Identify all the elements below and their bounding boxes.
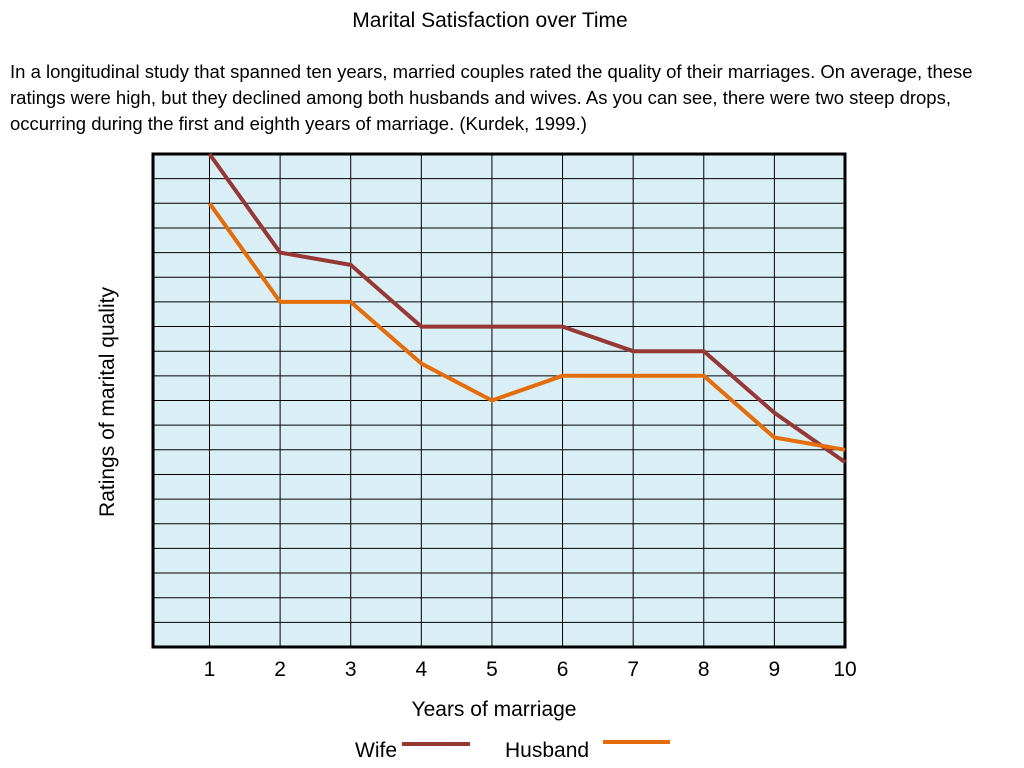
plot-frame <box>151 152 847 649</box>
slide-title: Marital Satisfaction over Time <box>352 9 628 32</box>
x-tick-label: 9 <box>769 658 781 681</box>
x-axis-title: Years of marriage <box>412 698 577 721</box>
legend-label-wife: Wife <box>355 739 397 762</box>
x-tick-labels: 1 2 3 4 5 6 7 8 9 10 <box>204 658 857 681</box>
series-lines <box>207 152 847 464</box>
series-line-wife <box>207 152 847 464</box>
series-line-husband <box>207 202 846 452</box>
x-tick-label: 1 <box>204 658 216 681</box>
y-axis-title: Ratings of marital quality <box>96 287 119 517</box>
slide-description: In a longitudinal study that spanned ten… <box>10 61 973 134</box>
x-tick-label: 2 <box>274 658 286 681</box>
x-tick-label: 6 <box>557 658 569 681</box>
x-tick-label: 8 <box>698 658 710 681</box>
x-tick-label: 7 <box>627 658 639 681</box>
x-tick-label: 5 <box>486 658 498 681</box>
x-tick-label: 10 <box>833 658 856 681</box>
x-tick-label: 3 <box>345 658 357 681</box>
x-tick-label: 4 <box>415 658 427 681</box>
grid-lines <box>153 154 845 647</box>
legend-label-husband: Husband <box>505 739 589 762</box>
legend: Wife Husband <box>355 739 670 762</box>
